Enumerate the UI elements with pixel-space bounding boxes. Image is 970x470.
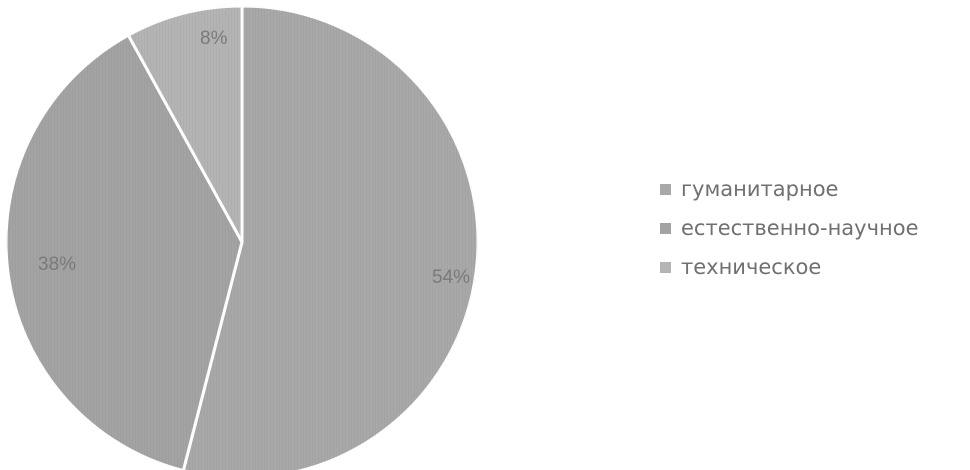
slice-estestvenno-nauchnoe-texture [6, 35, 242, 470]
pie-data-labels: 54% 38% 8% [38, 28, 470, 288]
data-label-tekhnicheskoe: 8% [200, 28, 228, 49]
legend-swatch-icon [660, 222, 671, 234]
legend-item: гуманитарное [660, 174, 919, 204]
legend-swatch-icon [660, 183, 671, 195]
data-label-estestvenno-nauchnoe: 38% [38, 254, 76, 275]
legend-swatch-icon [660, 261, 671, 273]
legend: гуманитарное естественно-научное техническ… [660, 174, 919, 291]
legend-label: естественно-научное [681, 216, 919, 240]
legend-label: гуманитарное [681, 177, 839, 201]
legend-item: естественно-научное [660, 213, 919, 243]
slice-tekhnicheskoe-texture [128, 6, 242, 242]
pie-slices [4, 4, 480, 470]
legend-label: техническое [681, 255, 822, 279]
slice-gumanitarnoe-texture [183, 6, 478, 470]
data-label-gumanitarnoe: 54% [432, 267, 470, 288]
legend-item: техническое [660, 252, 919, 282]
